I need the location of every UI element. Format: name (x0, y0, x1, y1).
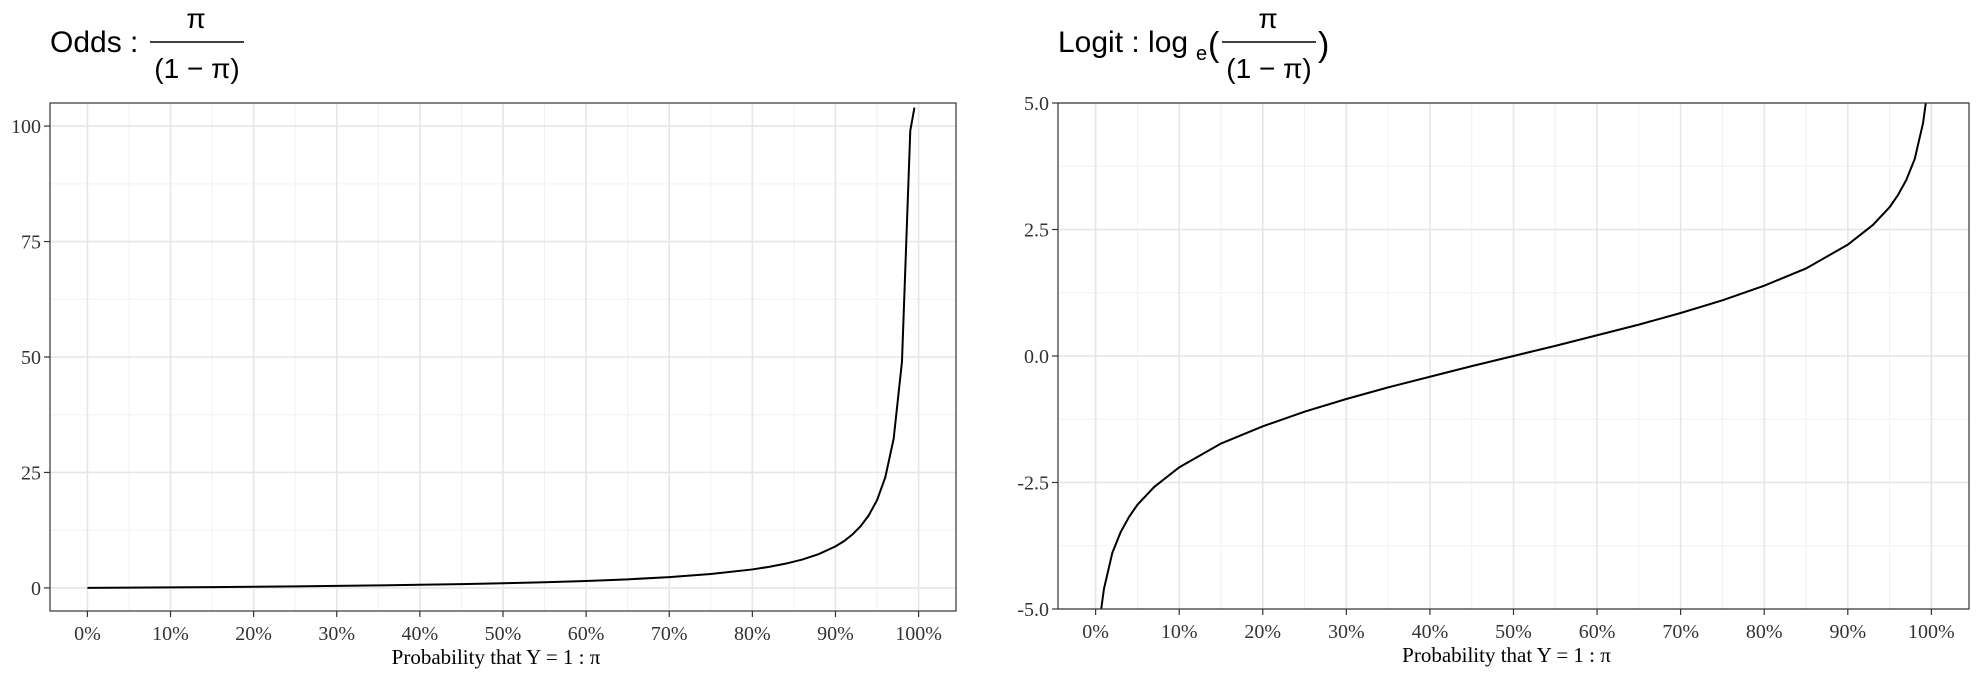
logit-title-close-paren: ) (1318, 26, 1329, 64)
logit-panel: 0% 10% 20% 30% 40% 50% 60% 70% 80% 90% 100% -5.0 -2.… (1017, 93, 1970, 667)
logit-title-numerator: π (1258, 3, 1277, 34)
odds-x-tick-label: 20% (235, 623, 272, 645)
logit-x-tick-label: 10% (1161, 621, 1198, 643)
odds-title-prefix: Odds : (50, 26, 138, 59)
odds-y-tick-label: 0 (31, 578, 41, 600)
odds-panel: 0% 10% 20% 30% 40% 50% 60% 70% 80% 90% 100% 0 25 50 75… (11, 102, 957, 669)
logit-title: Logit : log e ( π (1 − π) ) (1058, 3, 1329, 84)
odds-x-tick-label: 0% (74, 623, 101, 645)
logit-x-tick-label: 70% (1662, 621, 1699, 643)
logit-x-tick-label: 50% (1495, 621, 1532, 643)
logit-x-tick-label: 60% (1579, 621, 1616, 643)
odds-x-tick-label: 80% (734, 623, 771, 645)
logit-title-denominator: (1 − π) (1226, 53, 1311, 84)
logit-y-tick-label: -2.5 (1017, 473, 1049, 495)
odds-x-axis-label: Probability that Y = 1 : π (392, 645, 601, 669)
logit-x-tick-label: 30% (1328, 621, 1365, 643)
odds-x-tick-label: 70% (651, 623, 688, 645)
odds-x-tick-label: 30% (318, 623, 355, 645)
logit-x-tick-label: 90% (1829, 621, 1866, 643)
odds-y-tick-label: 75 (21, 232, 41, 254)
odds-x-tick-label: 60% (568, 623, 605, 645)
odds-title-numerator: π (186, 3, 205, 34)
logit-y-tick-label: -5.0 (1017, 599, 1049, 621)
logit-y-tick-label: 5.0 (1024, 93, 1049, 115)
odds-series-line (87, 107, 916, 589)
logit-y-tick-label: 0.0 (1024, 346, 1049, 368)
logit-x-tick-label: 0% (1082, 621, 1109, 643)
logit-x-tick-label: 80% (1746, 621, 1783, 643)
logit-title-prefix: Logit : log (1058, 26, 1188, 59)
odds-y-tick-label: 50 (21, 347, 41, 369)
logit-x-tick-label: 100% (1908, 621, 1955, 643)
odds-x-tick-label: 90% (817, 623, 854, 645)
logit-title-open-paren: ( (1208, 26, 1220, 64)
odds-y-tick-label: 100 (11, 116, 41, 138)
odds-x-tick-label: 40% (402, 623, 439, 645)
odds-y-tick-label: 25 (21, 462, 41, 484)
odds-title-denominator: (1 − π) (154, 53, 239, 84)
logit-series-line (1100, 103, 1927, 609)
logit-y-tick-label: 2.5 (1024, 220, 1049, 242)
logit-title-subscript: e (1196, 43, 1207, 65)
logit-x-tick-label: 40% (1412, 621, 1449, 643)
odds-x-tick-label: 100% (895, 623, 942, 645)
odds-x-tick-label: 10% (152, 623, 189, 645)
odds-x-tick-label: 50% (485, 623, 522, 645)
odds-title: Odds : π (1 − π) (50, 3, 244, 84)
logit-x-axis-label: Probability that Y = 1 : π (1402, 643, 1611, 667)
logit-x-tick-label: 20% (1244, 621, 1281, 643)
